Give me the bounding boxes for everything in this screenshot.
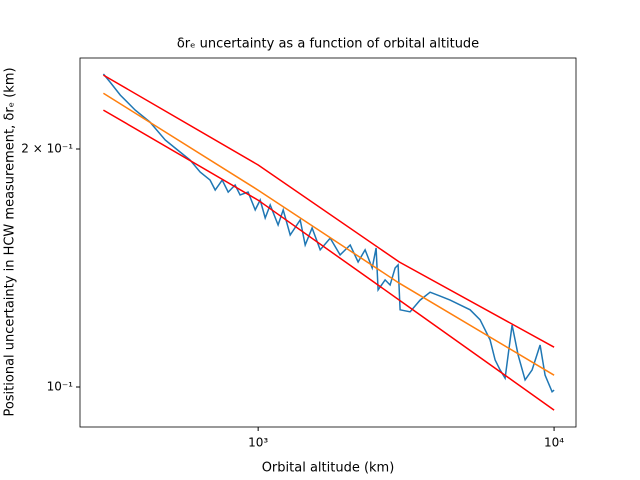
line [103,109,555,411]
line [103,74,555,348]
y-tick-label: 2 × 10⁻¹ [21,142,73,156]
plot-frame [79,57,577,428]
chart-title: δrₑ uncertainty as a function of orbital… [177,37,479,52]
line [102,73,555,394]
x-tick-label: 10⁴ [544,436,564,450]
line [103,92,555,376]
x-tick-label: 10³ [248,436,268,450]
y-tick-label: 10⁻¹ [47,379,74,393]
x-axis-label: Orbital altitude (km) [262,461,395,476]
y-axis-label: Positional uncertainty in HCW measuremen… [3,67,18,416]
